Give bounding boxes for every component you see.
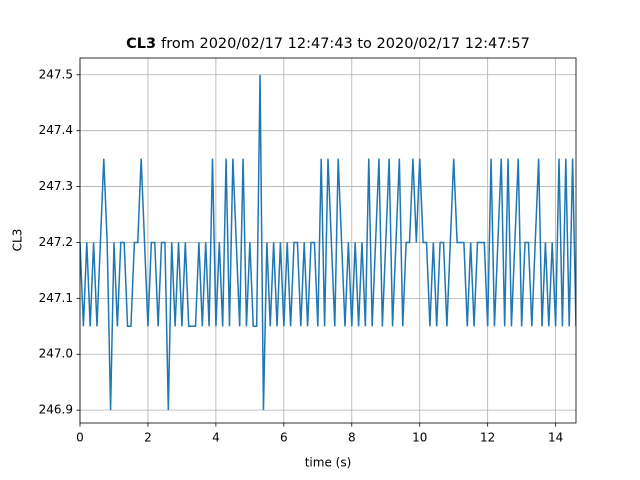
y-tick-label: 246.9 (39, 403, 73, 417)
x-axis-label: time (s) (305, 456, 352, 470)
title-name: CL3 (126, 36, 156, 52)
y-axis-label: CL3 (11, 229, 25, 252)
title-range: from 2020/02/17 12:47:43 to 2020/02/17 1… (161, 36, 530, 52)
y-tick-label: 247.5 (39, 67, 73, 81)
plot-frame (79, 57, 577, 424)
x-tick-label: 4 (212, 431, 220, 445)
x-tick-label: 6 (280, 431, 288, 445)
chart-title: CL3 from 2020/02/17 12:47:43 to 2020/02/1… (126, 36, 530, 52)
y-tick-label: 247.4 (39, 123, 73, 137)
x-tick-label: 2 (144, 431, 152, 445)
x-tick-label: 12 (480, 431, 495, 445)
y-tick-label: 247.1 (39, 291, 73, 305)
x-tick-label: 14 (548, 431, 563, 445)
y-tick-label: 247.3 (39, 179, 73, 193)
y-tick-label: 247.0 (39, 347, 73, 361)
x-tick-label: 0 (76, 431, 84, 445)
data-line (80, 74, 576, 411)
y-tick-label: 247.2 (39, 235, 73, 249)
x-tick-label: 8 (348, 431, 356, 445)
x-tick-label: 10 (412, 431, 427, 445)
